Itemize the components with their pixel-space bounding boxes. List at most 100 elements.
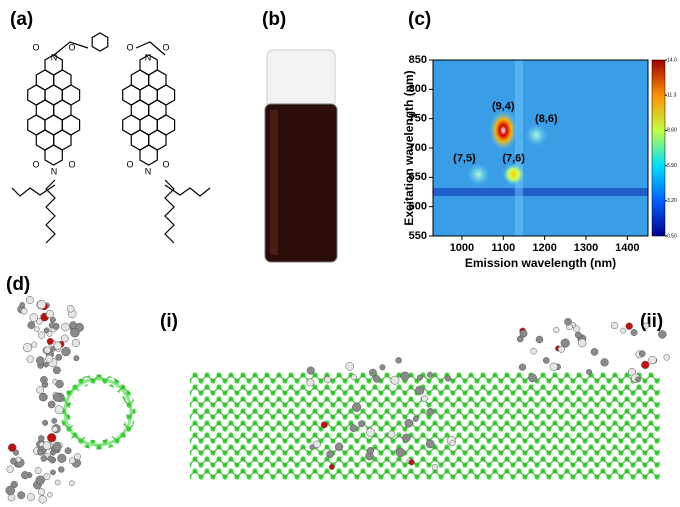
peak-label: (7,5) bbox=[453, 152, 476, 164]
atom bbox=[41, 456, 47, 462]
atom bbox=[13, 450, 19, 456]
atom bbox=[611, 322, 618, 329]
atom bbox=[39, 496, 47, 504]
atom bbox=[346, 362, 354, 370]
atom bbox=[517, 336, 523, 342]
atom bbox=[67, 305, 74, 312]
atom bbox=[324, 376, 331, 383]
atom-label: O bbox=[162, 159, 169, 169]
atom bbox=[649, 356, 657, 364]
atom bbox=[74, 453, 80, 459]
atom bbox=[631, 329, 637, 335]
atom bbox=[427, 372, 432, 377]
atom bbox=[70, 321, 77, 328]
atom-label: O bbox=[126, 42, 133, 52]
colorbar-tick-label: 5.90 bbox=[667, 163, 677, 169]
atom-label: O bbox=[162, 42, 169, 52]
atom bbox=[391, 376, 399, 384]
atom bbox=[53, 443, 61, 451]
atom bbox=[48, 456, 53, 461]
atom bbox=[327, 451, 334, 458]
atom bbox=[37, 386, 44, 393]
x-axis-label: Emission wavelength (nm) bbox=[465, 256, 616, 270]
atom bbox=[55, 406, 63, 414]
atom bbox=[543, 357, 549, 363]
atom bbox=[329, 464, 334, 469]
ring bbox=[140, 145, 157, 165]
x-tick-label: 1300 bbox=[574, 242, 598, 254]
panel-label: (ii) bbox=[640, 311, 663, 332]
vial bbox=[265, 50, 337, 262]
y-axis-label: Excitation wavelength (nm) bbox=[402, 70, 416, 225]
atom bbox=[57, 454, 66, 463]
atom bbox=[421, 396, 427, 402]
atom bbox=[28, 322, 35, 329]
panel-label: (d) bbox=[6, 274, 30, 295]
atom bbox=[69, 481, 74, 486]
atom bbox=[578, 339, 586, 347]
atom bbox=[27, 493, 34, 500]
peak-label: (9,4) bbox=[492, 100, 515, 112]
atom-label: O bbox=[126, 159, 133, 169]
atom bbox=[23, 343, 32, 352]
colorbar-tick-label: 0.50 bbox=[667, 233, 677, 239]
atom bbox=[405, 419, 413, 427]
atom bbox=[36, 356, 44, 364]
atom bbox=[575, 332, 581, 338]
atom bbox=[373, 375, 380, 382]
atom bbox=[352, 403, 361, 412]
atom bbox=[620, 328, 625, 333]
colorbar-tick-label: 11.3 bbox=[667, 93, 677, 99]
atom-label: O bbox=[32, 42, 39, 52]
plot-area bbox=[433, 60, 648, 236]
atom-label: N bbox=[51, 166, 58, 176]
atom-label: O bbox=[32, 159, 39, 169]
atom bbox=[48, 401, 55, 408]
atom bbox=[367, 447, 374, 454]
atom bbox=[366, 428, 374, 436]
atom bbox=[47, 433, 56, 442]
ring bbox=[45, 145, 62, 165]
atom bbox=[46, 355, 53, 362]
chain bbox=[165, 180, 210, 243]
atom bbox=[56, 354, 62, 360]
x-tick-label: 1100 bbox=[491, 242, 515, 254]
colorbar-tick-label: 3.20 bbox=[667, 198, 677, 204]
atom bbox=[17, 491, 24, 498]
atom bbox=[69, 458, 75, 464]
atom bbox=[417, 375, 423, 381]
atom bbox=[413, 416, 418, 421]
x-tick-label: 1400 bbox=[615, 242, 639, 254]
x-tick-label: 1000 bbox=[450, 242, 474, 254]
colorbar bbox=[652, 60, 665, 236]
atom bbox=[52, 426, 58, 432]
atom bbox=[550, 363, 558, 371]
atom bbox=[34, 327, 39, 332]
atom bbox=[658, 330, 666, 338]
atom bbox=[450, 440, 455, 445]
atom bbox=[409, 459, 415, 465]
atom bbox=[49, 323, 54, 328]
atom-label: N bbox=[145, 52, 152, 62]
atom bbox=[321, 422, 327, 428]
atom bbox=[641, 361, 649, 369]
panel-label: (a) bbox=[10, 9, 33, 30]
colorbar-tick-label: 8.60 bbox=[667, 128, 677, 134]
atom bbox=[70, 328, 79, 337]
atom bbox=[38, 449, 44, 455]
atom bbox=[307, 367, 315, 375]
atom bbox=[558, 346, 564, 352]
atom bbox=[27, 356, 34, 363]
atom bbox=[53, 393, 61, 401]
atom-label: O bbox=[68, 159, 75, 169]
atom bbox=[8, 494, 15, 501]
atom bbox=[36, 476, 45, 485]
atom bbox=[626, 323, 633, 330]
atom bbox=[56, 380, 64, 388]
peak bbox=[467, 163, 489, 185]
atom bbox=[432, 464, 438, 470]
atom bbox=[639, 351, 645, 357]
peak bbox=[525, 124, 547, 146]
atom bbox=[528, 374, 536, 382]
